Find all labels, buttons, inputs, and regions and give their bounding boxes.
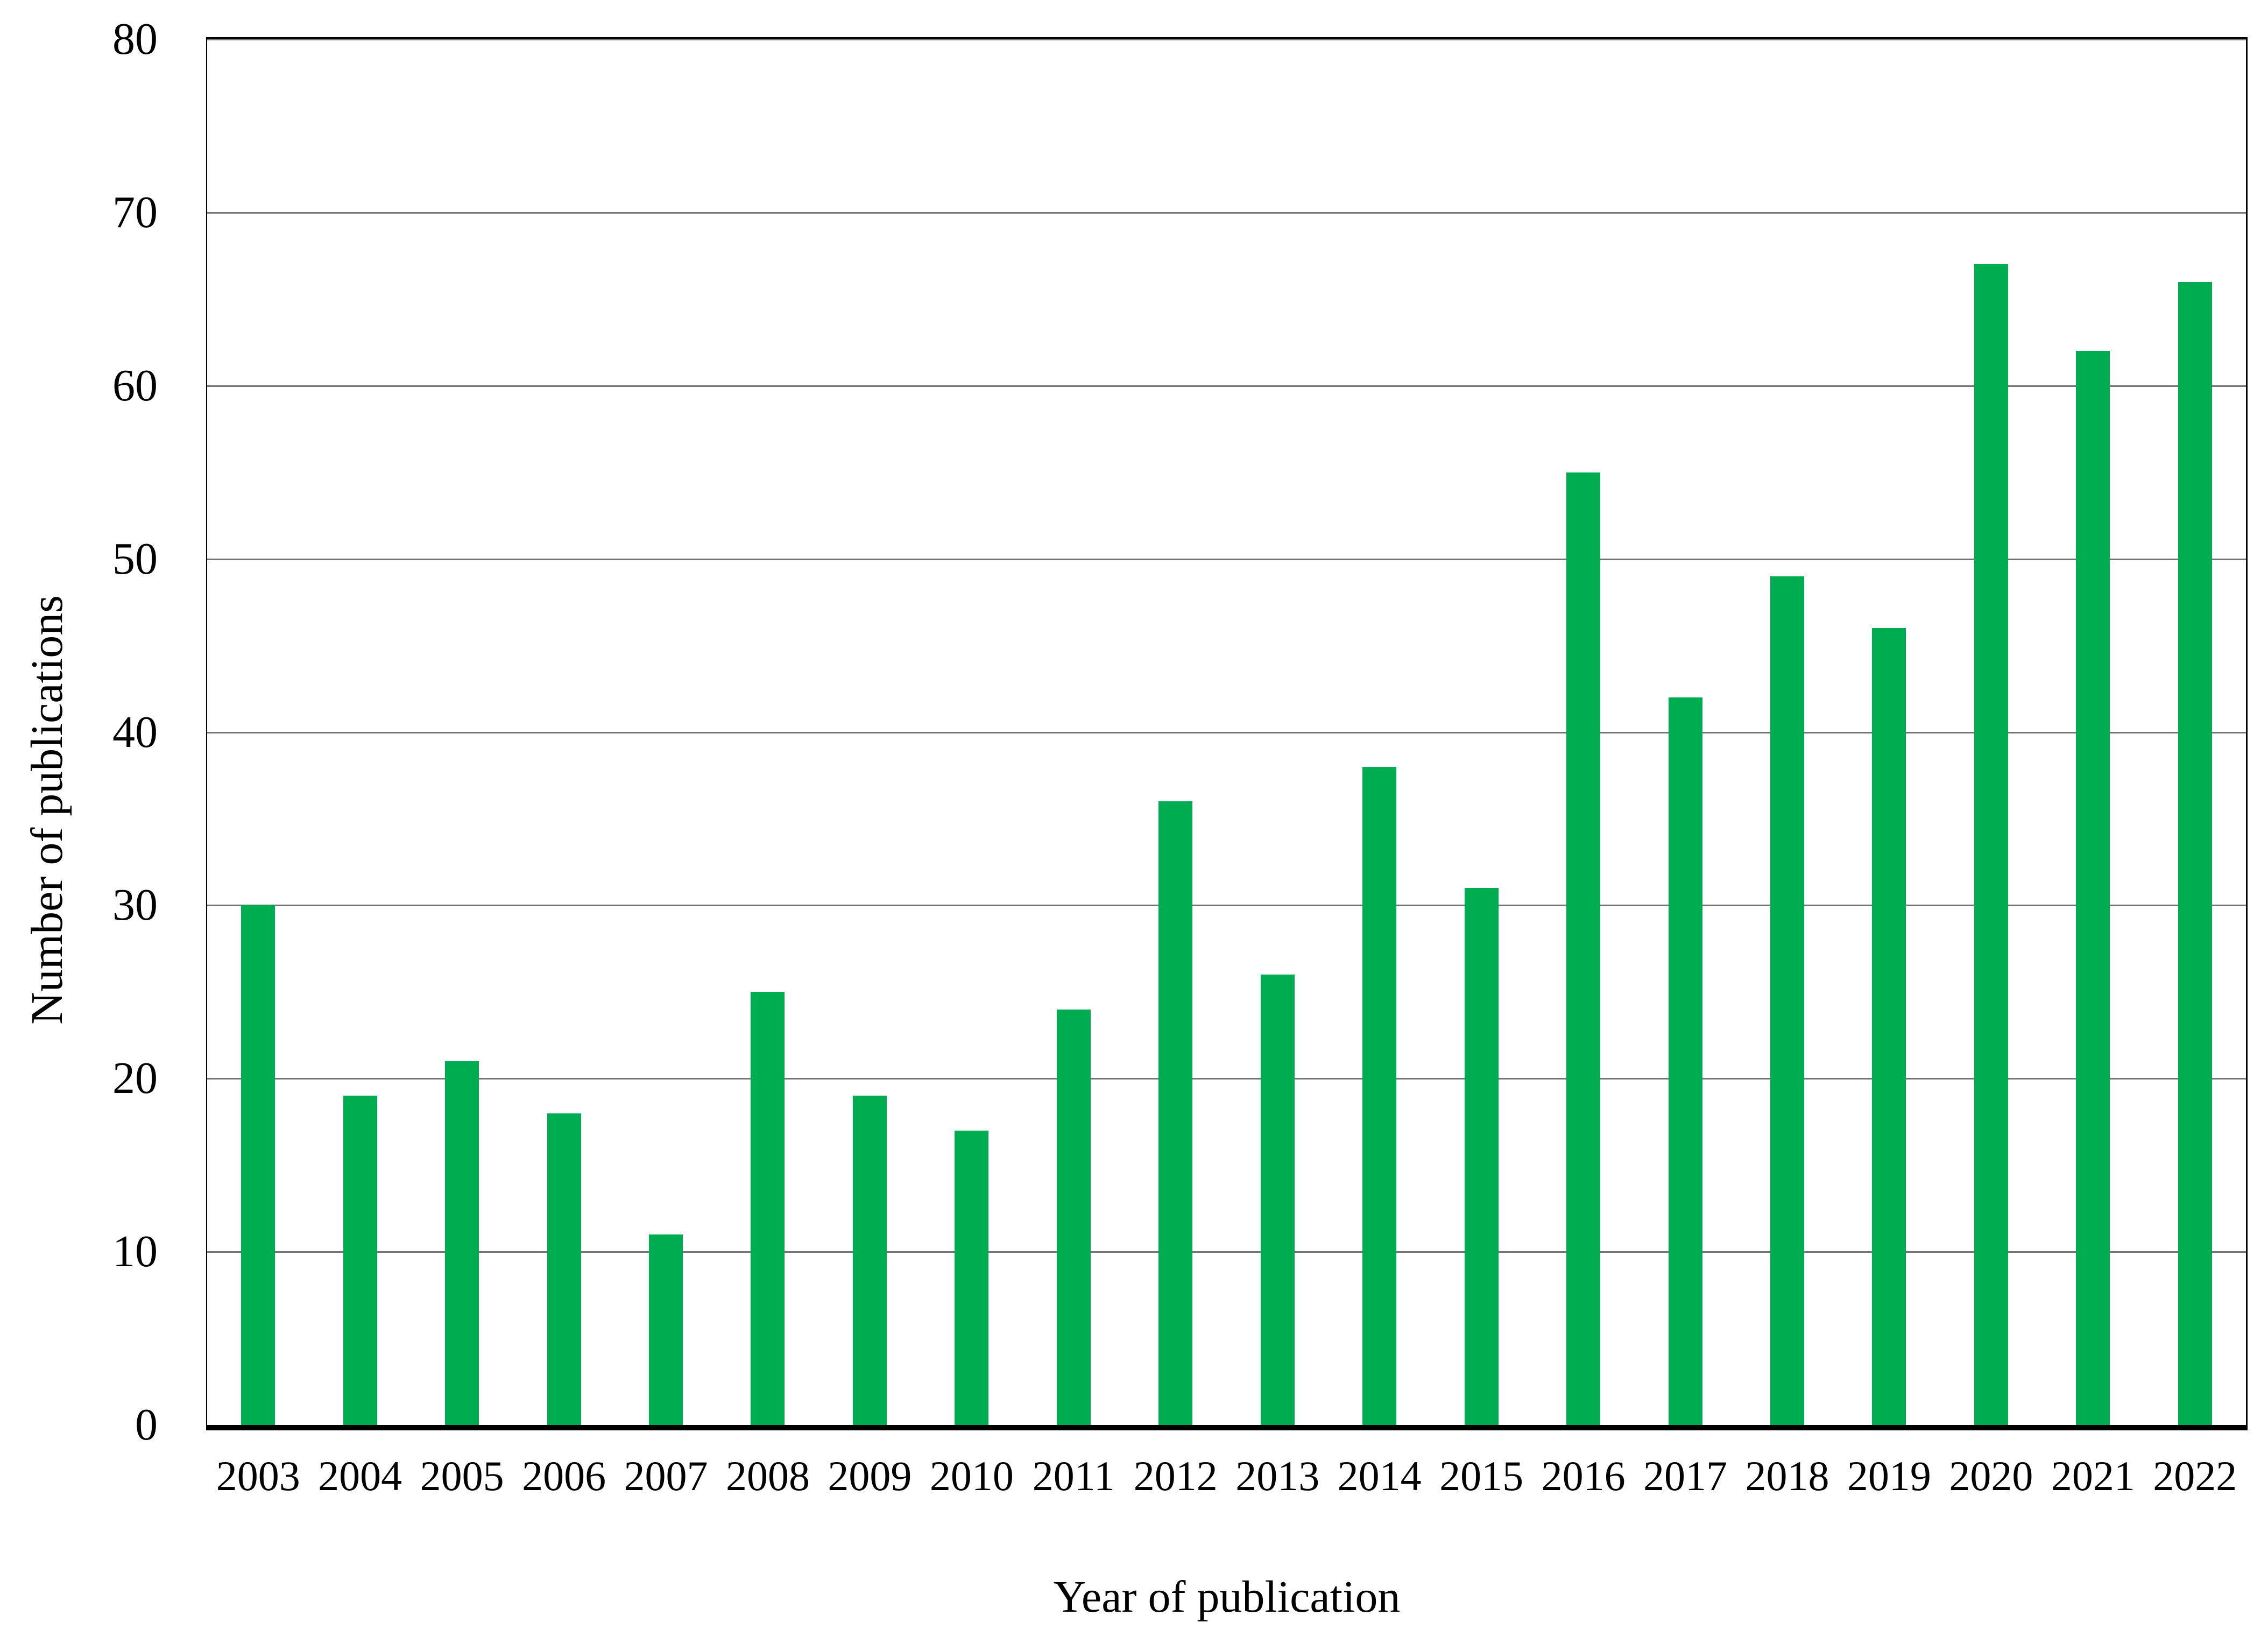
bar-2012 (1158, 801, 1193, 1425)
x-tick-label-2005: 2005 (420, 1452, 504, 1499)
gridline-y-20 (207, 1078, 2246, 1080)
y-tick-label-70: 70 (112, 187, 158, 237)
bar-2011 (1056, 1009, 1091, 1425)
x-tick-label-2007: 2007 (624, 1452, 708, 1499)
x-tick-label-2015: 2015 (1439, 1452, 1524, 1499)
x-tick-label-2009: 2009 (828, 1452, 912, 1499)
gridline-y-70 (207, 211, 2246, 214)
bar-2016 (1566, 472, 1601, 1425)
x-tick-label-2010: 2010 (929, 1452, 1014, 1499)
x-tick-label-2006: 2006 (522, 1452, 606, 1499)
y-tick-label-50: 50 (112, 533, 158, 584)
bar-2004 (343, 1096, 377, 1425)
bar-2015 (1464, 888, 1499, 1425)
y-tick-label-40: 40 (112, 707, 158, 757)
x-tick-label-2012: 2012 (1133, 1452, 1218, 1499)
bar-2007 (649, 1234, 683, 1425)
bar-2009 (852, 1096, 887, 1425)
x-tick-label-2008: 2008 (725, 1452, 810, 1499)
bar-2022 (2178, 281, 2212, 1425)
x-tick-label-2014: 2014 (1337, 1452, 1422, 1499)
x-tick-label-2017: 2017 (1643, 1452, 1728, 1499)
x-axis-tick-labels: 2003 2004 2005 2006 2007 2008 2009 2010 2011 2012… (207, 1453, 2246, 1512)
bar-2005 (445, 1061, 479, 1425)
bar-2006 (547, 1113, 581, 1425)
gridline-y-50 (207, 558, 2246, 560)
y-tick-label-0: 0 (135, 1400, 158, 1450)
x-tick-label-2016: 2016 (1541, 1452, 1626, 1499)
bar-2017 (1668, 697, 1702, 1425)
x-tick-label-2021: 2021 (2051, 1452, 2135, 1499)
y-tick-label-80: 80 (112, 14, 158, 64)
x-tick-label-2011: 2011 (1032, 1452, 1115, 1499)
bar-2018 (1770, 576, 1804, 1425)
y-tick-label-30: 30 (112, 880, 158, 930)
gridline-y-40 (207, 731, 2246, 733)
bar-2008 (751, 992, 785, 1425)
y-axis-title: Number of publications (22, 595, 72, 1025)
x-tick-label-2020: 2020 (1949, 1452, 2033, 1499)
bar-2003 (241, 905, 275, 1425)
gridline-y-30 (207, 905, 2246, 907)
x-tick-label-2013: 2013 (1235, 1452, 1320, 1499)
bar-2014 (1362, 766, 1397, 1425)
x-tick-label-2022: 2022 (2153, 1452, 2237, 1499)
gridline-y-80 (207, 39, 2246, 40)
x-tick-label-2019: 2019 (1847, 1452, 1931, 1499)
bar-2019 (1872, 628, 1906, 1425)
x-tick-label-2004: 2004 (318, 1452, 402, 1499)
x-tick-label-2018: 2018 (1745, 1452, 1829, 1499)
y-tick-label-60: 60 (112, 360, 158, 411)
plot-area (206, 37, 2248, 1430)
y-tick-label-10: 10 (112, 1226, 158, 1277)
gridline-y-10 (207, 1251, 2246, 1253)
bar-2010 (955, 1130, 989, 1425)
bar-2021 (2076, 351, 2110, 1425)
bar-2013 (1260, 975, 1295, 1425)
x-axis-title: Year of publication (1053, 1572, 1401, 1622)
gridline-y-60 (207, 385, 2246, 387)
bar-2020 (1974, 264, 2008, 1425)
y-tick-label-20: 20 (112, 1053, 158, 1104)
x-tick-label-2003: 2003 (216, 1452, 300, 1499)
